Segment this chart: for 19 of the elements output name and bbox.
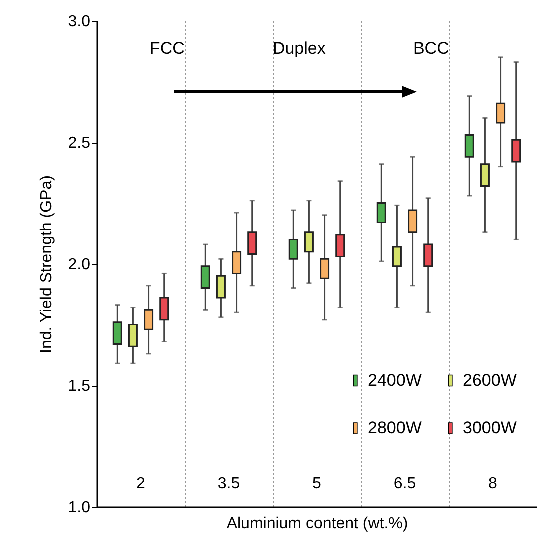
y-tick-label: 1.5: [68, 378, 91, 395]
annotation: Duplex: [272, 39, 326, 58]
y-axis-title: Ind. Yield Strength (GPa): [38, 176, 56, 354]
x-axis-title: Aluminium content (wt.%): [226, 516, 408, 532]
legend-label: 2600W: [463, 370, 517, 390]
legend-label: 2800W: [368, 418, 422, 438]
y-tick-label: 2.0: [68, 256, 91, 274]
x-tick-label: 6.5: [394, 476, 416, 492]
x-tick-label: 8: [488, 476, 498, 492]
legend-label: 3000W: [463, 418, 517, 438]
x-tick-label: 3.5: [218, 476, 240, 492]
x-tick-label: 2: [136, 476, 146, 492]
y-tick-label: 1.0: [68, 500, 91, 516]
y-tick-label: 2.5: [68, 135, 91, 152]
annotation: FCC: [150, 39, 185, 58]
legend-label: 2400W: [368, 370, 422, 390]
y-tick-label: 3.0: [68, 14, 91, 30]
annotation: BCC: [413, 39, 450, 58]
x-tick-label: 5: [312, 476, 322, 492]
